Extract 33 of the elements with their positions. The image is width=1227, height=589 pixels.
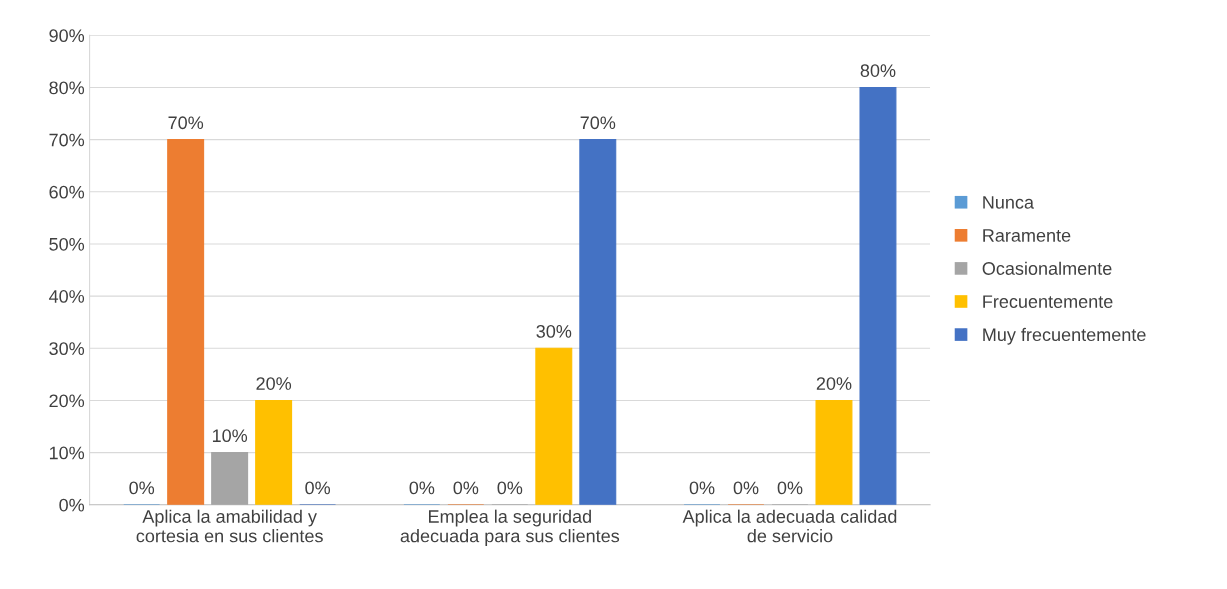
y-tick-label: 20% (49, 394, 85, 408)
x-tick-label: Emplea la seguridad adecuada para sus clientes (400, 509, 620, 546)
legend-label: Frecuentemente (983, 295, 1113, 308)
data-label: 0% (305, 481, 331, 495)
y-tick-label: 30% (49, 342, 85, 356)
data-label: 20% (256, 377, 292, 390)
y-tick-label: 70% (49, 133, 85, 147)
data-label: 70% (580, 116, 616, 130)
data-label: 0% (689, 481, 715, 495)
y-tick-label: 10% (49, 446, 85, 460)
y-tick-label: 50% (49, 237, 85, 251)
legend-label: Ocasionalmente (982, 261, 1112, 275)
y-tick-label: 60% (49, 185, 85, 199)
data-label: 10% (212, 429, 248, 443)
legend-label: Raramente (983, 229, 1071, 242)
data-label: 70% (168, 116, 204, 130)
data-label: 0% (453, 481, 479, 495)
y-tick-label: 40% (48, 290, 85, 303)
data-label: 30% (536, 325, 572, 338)
data-label: 80% (860, 64, 896, 77)
data-label: 0% (733, 481, 759, 495)
data-label: 0% (497, 481, 523, 495)
x-tick-label: Aplica la adecuada calidad de servicio (682, 509, 897, 543)
data-label: 0% (409, 481, 435, 495)
data-label: 0% (777, 481, 803, 495)
y-tick-label: 0% (59, 498, 85, 512)
legend-label: Nunca (983, 196, 1034, 209)
data-label: 0% (129, 481, 155, 495)
y-tick-label: 90% (49, 29, 85, 43)
x-tick-label: Aplica la amabilidad y cortesia en sus clientes (136, 509, 323, 543)
legend-label: Muy frecuentemente (983, 327, 1146, 345)
y-tick-label: 80% (49, 81, 85, 95)
data-label: 20% (816, 377, 852, 390)
